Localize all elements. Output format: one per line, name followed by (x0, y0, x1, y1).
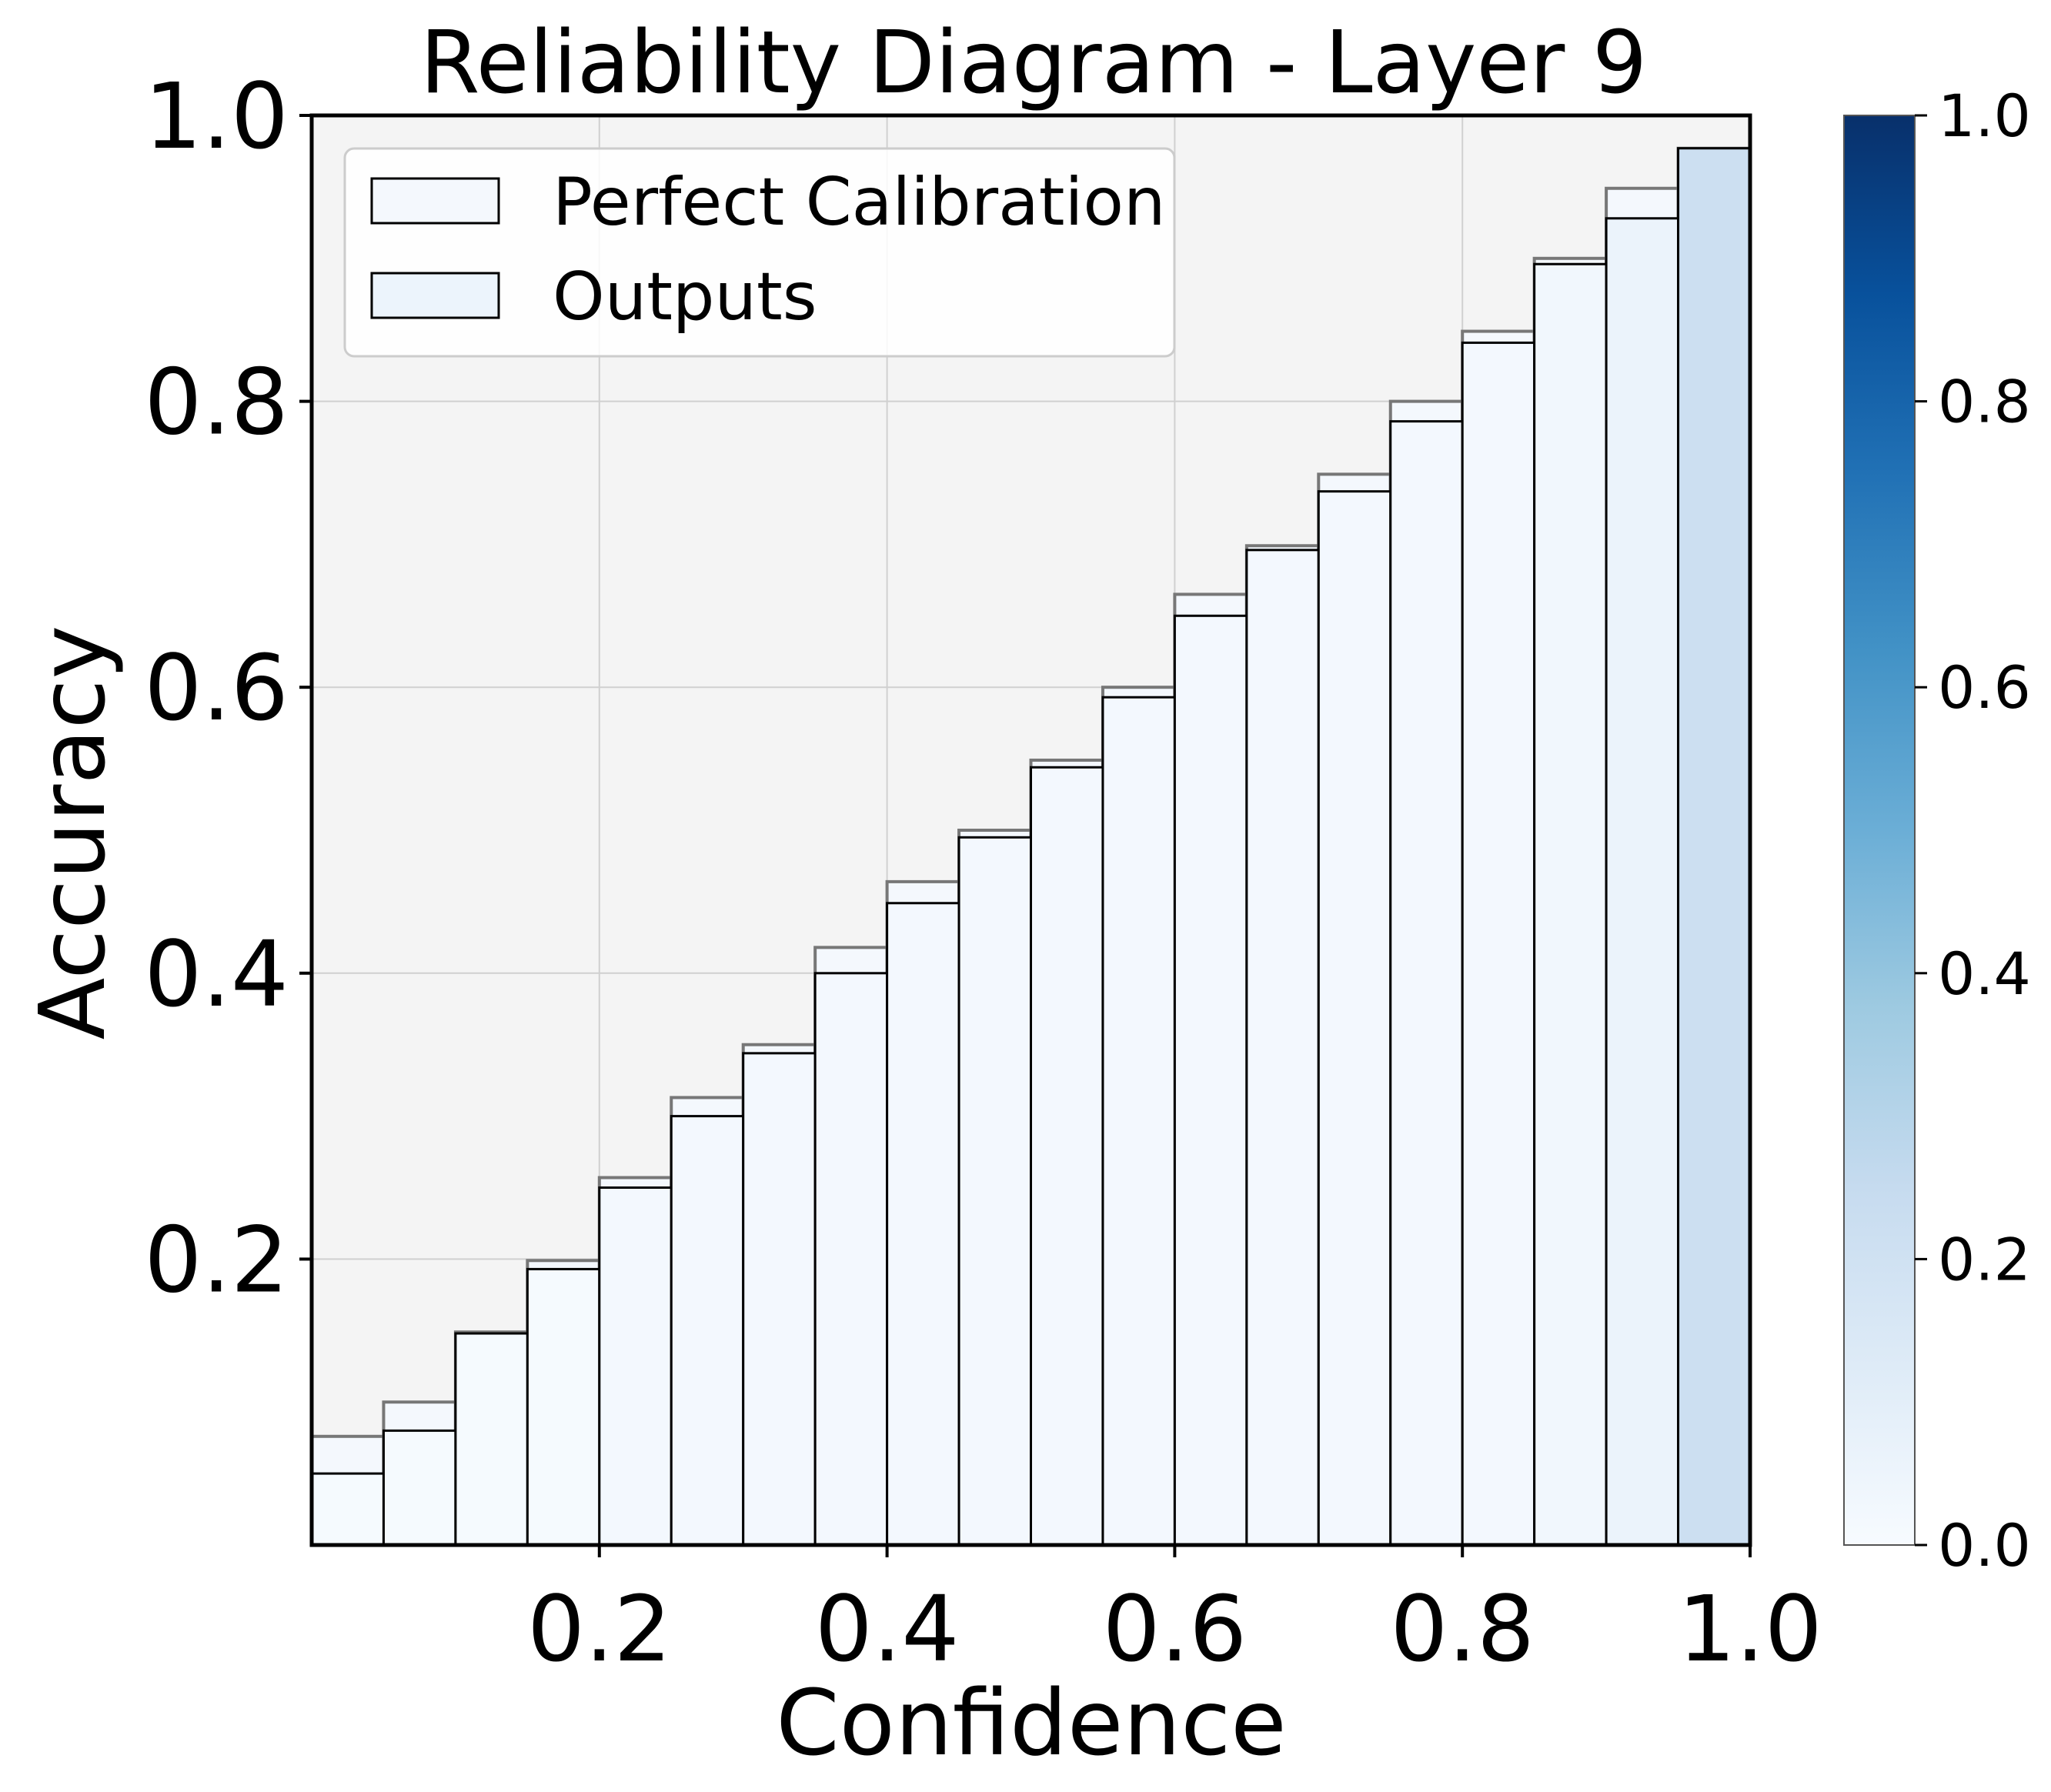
y-tick-label-2: 0.6 (144, 635, 289, 741)
colorbar-gradient (1843, 115, 1916, 1546)
legend-label-outputs: Outputs (553, 259, 817, 335)
output-bar-8 (886, 902, 960, 1547)
output-bar-15 (1389, 420, 1464, 1547)
output-bar-10 (1030, 766, 1104, 1547)
output-bar-7 (813, 972, 889, 1547)
output-bar-3 (526, 1267, 601, 1547)
chart-title: Reliability Diagram - Layer 9 (420, 13, 1647, 113)
output-bar-11 (1101, 696, 1176, 1547)
output-bar-14 (1317, 490, 1392, 1547)
x-tick-label-4: 1.0 (1678, 1576, 1822, 1682)
legend-swatch-perfect (370, 177, 500, 225)
output-bars (310, 147, 1752, 1547)
x-axis-label: Confidence (776, 1670, 1286, 1776)
x-tick-label-0: 0.2 (527, 1576, 672, 1682)
output-bar-0 (310, 1472, 385, 1547)
y-tick-label-0: 0.2 (144, 1206, 289, 1313)
output-bar-4 (598, 1186, 673, 1547)
output-bar-5 (670, 1115, 745, 1547)
colorbar-tick-label-4: 0.8 (1938, 368, 2031, 436)
output-bar-2 (454, 1332, 529, 1547)
y-tick-label-4: 1.0 (144, 63, 289, 169)
legend: Perfect Calibration Outputs (343, 147, 1176, 358)
y-axis-label: Accuracy (19, 626, 125, 1040)
x-tick-label-3: 0.8 (1390, 1576, 1535, 1682)
y-tick-label-3: 0.8 (144, 349, 289, 456)
x-tick-label-2: 0.6 (1103, 1576, 1248, 1682)
legend-box (343, 147, 1176, 358)
y-axis-ticks: 0.2 0.4 0.6 0.8 1.0 (144, 63, 312, 1313)
plot-frame (309, 113, 1752, 1547)
output-bar-9 (957, 836, 1033, 1547)
output-bar-18 (1605, 217, 1680, 1547)
colorbar-tick-label-3: 0.6 (1938, 653, 2031, 722)
output-bar-13 (1245, 549, 1320, 1547)
legend-label-perfect: Perfect Calibration (553, 164, 1166, 241)
output-bar-17 (1533, 262, 1608, 1547)
x-axis-ticks: 0.2 0.4 0.6 0.8 1.0 (527, 1545, 1822, 1682)
output-bar-12 (1173, 614, 1248, 1547)
legend-swatch-outputs (370, 272, 500, 319)
colorbar-ticks: 0.0 0.2 0.4 0.6 0.8 1.0 (1915, 82, 2031, 1580)
colorbar-tick-label-5: 1.0 (1938, 82, 2031, 150)
colorbar: 0.0 0.2 0.4 0.6 0.8 1.0 (1843, 82, 2031, 1580)
output-bar-1 (382, 1429, 457, 1547)
output-bar-16 (1461, 341, 1536, 1547)
colorbar-tick-label-2: 0.4 (1938, 939, 2031, 1008)
y-tick-label-1: 0.4 (144, 921, 289, 1027)
colorbar-tick-label-1: 0.2 (1938, 1225, 2031, 1293)
output-bar-6 (742, 1052, 817, 1547)
colorbar-tick-label-0: 0.0 (1938, 1511, 2031, 1580)
x-tick-label-1: 0.4 (815, 1576, 960, 1682)
output-bar-19 (1677, 147, 1752, 1547)
